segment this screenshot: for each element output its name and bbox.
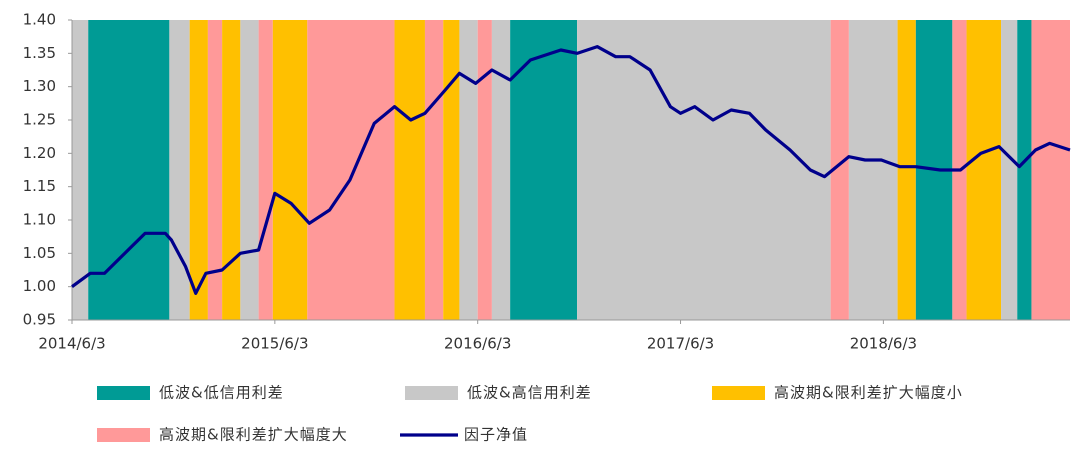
legend-label: 低波&高信用利差 (467, 384, 592, 402)
legend-label: 高波期&限利差扩大幅度大 (159, 426, 348, 444)
regime-band (169, 20, 190, 320)
regime-band (459, 20, 478, 320)
regime-band (394, 20, 425, 320)
regime-band (477, 20, 492, 320)
x-tick-label: 2014/6/3 (38, 335, 105, 353)
regime-band (307, 20, 395, 320)
regime-band (424, 20, 444, 320)
series-line (71, 45, 1071, 295)
legend-swatch (405, 386, 458, 400)
regime-band (1017, 20, 1032, 320)
y-tick-label: 1.00 (23, 277, 56, 295)
legend-label: 低波&低信用利差 (159, 384, 284, 402)
y-tick-label: 1.15 (23, 177, 56, 195)
legend-swatch (97, 386, 150, 400)
legend-swatch (712, 386, 765, 400)
x-tick-label: 2017/6/3 (647, 335, 714, 353)
regime-band (72, 20, 89, 320)
regime-band (272, 20, 308, 320)
y-tick-label: 1.40 (23, 11, 56, 29)
y-tick-label: 1.20 (23, 144, 56, 162)
y-tick-label: 1.35 (23, 44, 56, 62)
regime-band (258, 20, 273, 320)
regime-band (897, 20, 916, 320)
y-tick-label: 1.10 (23, 211, 56, 229)
y-tick-label: 0.95 (23, 311, 56, 329)
regime-band (443, 20, 460, 320)
regime-band (510, 20, 578, 320)
regime-band (966, 20, 1002, 320)
regime-band (240, 20, 259, 320)
regime-band (577, 20, 831, 320)
regime-band (848, 20, 898, 320)
regime-band (1001, 20, 1018, 320)
y-tick-label: 1.05 (23, 244, 56, 262)
legend-label: 因子净值 (464, 426, 528, 444)
x-tick-label: 2016/6/3 (444, 335, 511, 353)
y-tick-label: 1.25 (23, 111, 56, 129)
regime-band (189, 20, 208, 320)
regime-band (830, 20, 849, 320)
regime-band (222, 20, 241, 320)
legend-swatch (97, 428, 150, 442)
x-tick-label: 2015/6/3 (241, 335, 308, 353)
x-tick-label: 2018/6/3 (850, 335, 917, 353)
regime-band (491, 20, 511, 320)
y-tick-label: 1.30 (23, 77, 56, 95)
regime-band (1031, 20, 1070, 320)
legend-label: 高波期&限利差扩大幅度小 (774, 384, 963, 402)
regime-band (88, 20, 170, 320)
regime-band (207, 20, 223, 320)
